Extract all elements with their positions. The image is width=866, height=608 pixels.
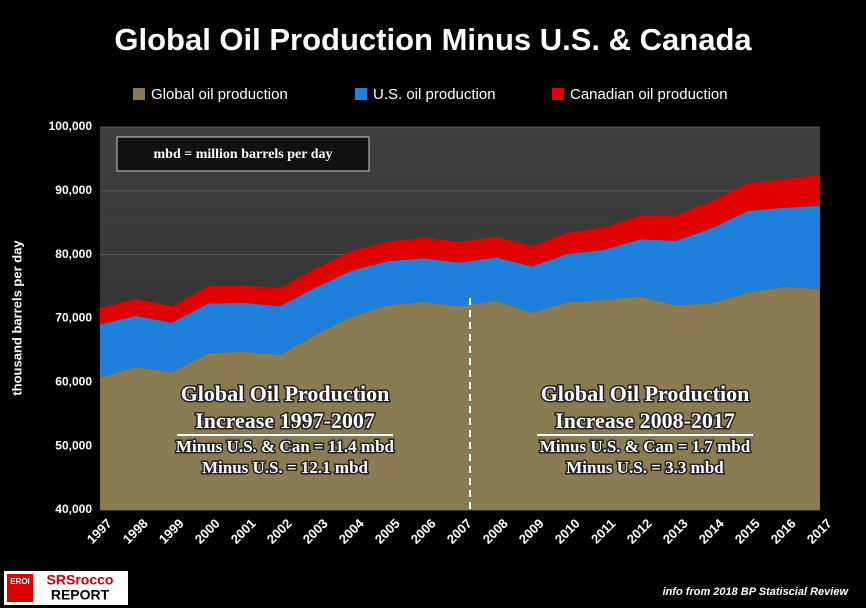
legend-swatch — [355, 88, 367, 100]
logo-badge-text: EROI — [10, 577, 30, 586]
y-tick-label: 100,000 — [49, 119, 93, 133]
annotation-heading: Increase 1997-2007 — [195, 408, 375, 433]
y-tick-label: 70,000 — [55, 311, 92, 325]
y-tick-label: 80,000 — [55, 247, 92, 261]
legend-label: U.S. oil production — [373, 86, 496, 103]
annotation-line: Minus U.S. = 12.1 mbd — [202, 458, 369, 477]
logo-text: SRSrocco — [47, 572, 114, 588]
annotation-heading: Global Oil Production — [541, 381, 750, 406]
area — [100, 286, 820, 510]
note-box — [116, 136, 370, 172]
chart-title: Global Oil Production Minus U.S. & Canad… — [114, 22, 752, 57]
note: mbd = million barrels per day — [154, 147, 333, 162]
legend-label: Canadian oil production — [570, 86, 728, 103]
annotation-line: Minus U.S. & Can = 11.4 mbd — [176, 437, 395, 456]
source: info from 2018 BP Statiscial Review — [663, 586, 850, 598]
y-tick-label: 40,000 — [55, 502, 92, 516]
annotation-heading: Increase 2008-2017 — [555, 408, 735, 433]
y-axis-label: thousand barrels per day — [9, 240, 24, 396]
y-tick-label: 90,000 — [55, 183, 92, 197]
annotation-line: Minus U.S. = 3.3 mbd — [566, 458, 724, 477]
annotation-heading: Global Oil Production — [181, 381, 390, 406]
legend-swatch — [133, 88, 145, 100]
area — [100, 174, 820, 325]
y-tick-label: 50,000 — [55, 438, 92, 452]
legend-label: Global oil production — [151, 86, 288, 103]
y-tick-label: 60,000 — [55, 375, 92, 389]
area — [100, 205, 820, 378]
annotation-line: Minus U.S. & Can = 1.7 mbd — [540, 437, 751, 456]
legend-swatch — [552, 88, 564, 100]
logo-badge — [7, 574, 33, 602]
logo-text: REPORT — [51, 587, 110, 603]
